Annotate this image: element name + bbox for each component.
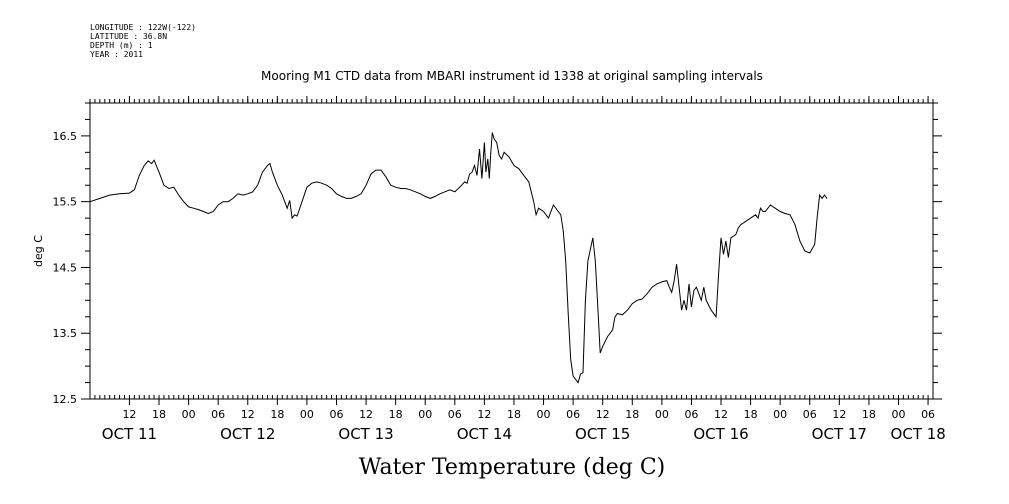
y-axis-title: deg C [32, 235, 45, 267]
hour-tick-label: 18 [625, 408, 639, 421]
temperature-series-line [89, 132, 828, 384]
hour-tick-label: 06 [684, 408, 698, 421]
chart-title: Mooring M1 CTD data from MBARI instrumen… [261, 69, 763, 83]
hour-tick-label: 00 [418, 408, 432, 421]
day-label: OCT 17 [812, 425, 867, 443]
hour-tick-label: 06 [803, 408, 817, 421]
hour-tick-label: 00 [891, 408, 905, 421]
hour-tick-label: 12 [241, 408, 255, 421]
hour-tick-label: 18 [507, 408, 521, 421]
metadata-header: LONGITUDE : 122W(-122) LATITUDE : 36.8N … [90, 23, 196, 59]
hour-tick-label: 18 [862, 408, 876, 421]
header-year: YEAR : 2011 [90, 50, 143, 59]
day-label: OCT 11 [102, 425, 157, 443]
day-label: OCT 16 [693, 425, 748, 443]
hour-tick-label: 06 [566, 408, 580, 421]
x-axis-title: Water Temperature (deg C) [359, 455, 666, 480]
hour-tick-label: 12 [359, 408, 373, 421]
hour-tick-label: 12 [122, 408, 136, 421]
hour-tick-label: 00 [300, 408, 314, 421]
hour-tick-label: 00 [773, 408, 787, 421]
hour-tick-label: 12 [832, 408, 846, 421]
hour-tick-label: 12 [477, 408, 491, 421]
hour-tick-label: 12 [596, 408, 610, 421]
x-axis-labels: 12 18 00 06 12 18 00 06 12 18 00 06 12 18 00 06 12 18 00 06… [102, 408, 946, 443]
day-label: OCT 15 [575, 425, 630, 443]
header-longitude: LONGITUDE : 122W(-122) [90, 23, 196, 32]
y-tick-label: 12.5 [53, 393, 78, 406]
y-tick-label: 16.5 [53, 130, 78, 143]
y-tick-label: 14.5 [53, 261, 78, 274]
hour-tick-label: 18 [152, 408, 166, 421]
day-label: OCT 14 [457, 425, 512, 443]
day-label: OCT 13 [338, 425, 393, 443]
hour-tick-label: 12 [714, 408, 728, 421]
hour-tick-label: 18 [389, 408, 403, 421]
day-label: OCT 18 [891, 425, 946, 443]
header-depth: DEPTH (m) : 1 [90, 41, 153, 50]
hour-tick-label: 18 [270, 408, 284, 421]
day-label: OCT 12 [220, 425, 275, 443]
axis-ticks [81, 96, 942, 405]
plot-frame [89, 102, 934, 400]
hour-tick-label: 18 [744, 408, 758, 421]
y-axis-labels: 12.5 13.5 14.5 15.5 16.5 [53, 130, 78, 406]
hour-tick-label: 00 [655, 408, 669, 421]
hour-tick-label: 06 [921, 408, 935, 421]
hour-tick-label: 00 [537, 408, 551, 421]
hour-tick-label: 00 [182, 408, 196, 421]
hour-tick-label: 06 [448, 408, 462, 421]
y-tick-label: 15.5 [53, 196, 78, 209]
y-tick-label: 13.5 [53, 327, 78, 340]
hour-tick-label: 06 [329, 408, 343, 421]
header-latitude: LATITUDE : 36.8N [90, 32, 167, 41]
hour-tick-label: 06 [211, 408, 225, 421]
